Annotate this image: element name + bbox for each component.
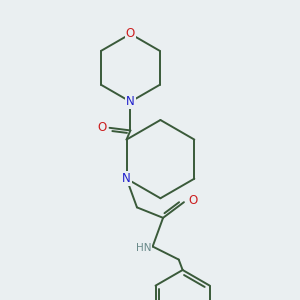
Text: N: N [126,95,135,108]
Text: O: O [97,121,106,134]
Text: O: O [126,27,135,40]
Text: O: O [188,194,198,207]
Text: N: N [122,172,131,185]
Text: HN: HN [136,243,151,253]
